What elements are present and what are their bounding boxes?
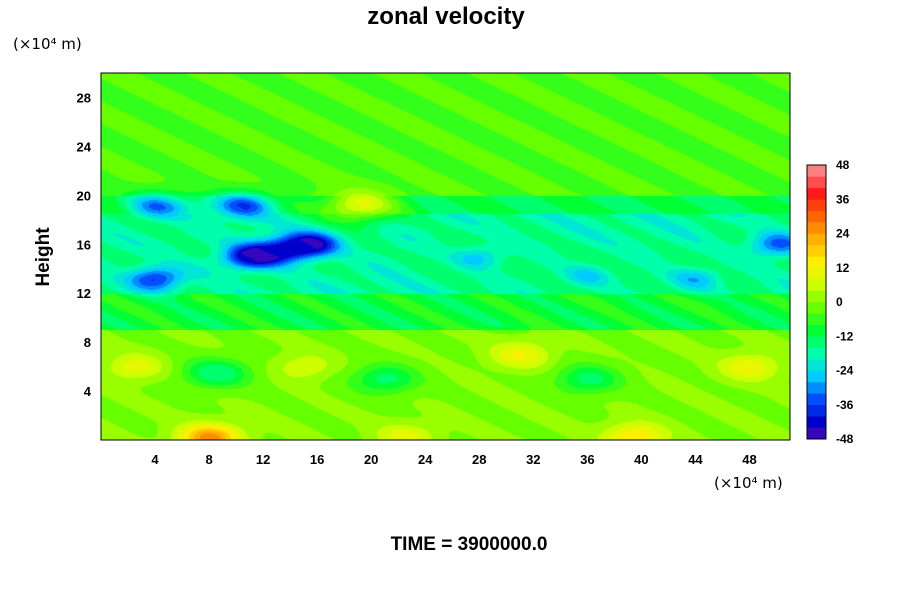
colorbar [806,164,827,440]
x-tick-label: 8 [205,452,212,467]
y-tick-label: 12 [77,286,91,301]
colorbar-segment [807,381,826,394]
colorbar-segment [807,279,826,291]
colorbar-segment [807,416,826,428]
plot-frame [100,72,791,441]
colorbar-segment [807,336,826,348]
colorbar-tick-label: 24 [836,227,850,241]
x-tick-label: 4 [151,452,159,467]
colorbar-segment [807,199,826,211]
colorbar-ticks: 48 36 24 12 0 -12 -24 -36 -48 [836,158,854,446]
x-tick-label: 28 [472,452,486,467]
colorbar-segment [807,313,826,326]
colorbar-segment [807,347,826,360]
colorbar-frame [806,164,827,440]
x-tick-label: 32 [526,452,540,467]
y-axis-unit: (×10⁴ m) [13,35,82,53]
x-tick-label: 40 [634,452,648,467]
colorbar-segment [807,393,826,406]
colorbar-segment [807,290,826,303]
y-tick-label: 28 [77,90,91,105]
colorbar-segment [807,233,826,246]
colorbar-segment [807,187,826,200]
colorbar-tick-label: 12 [836,261,850,275]
x-axis-unit: (×10⁴ m) [714,474,783,492]
colorbar-tick-label: 36 [836,192,850,206]
y-tick-label: 20 [77,188,91,203]
colorbar-tick-label: 48 [836,158,850,172]
colorbar-segment [807,427,826,440]
y-axis-ticks: 4 8 12 16 20 24 28 [77,90,92,399]
y-tick-label: 16 [77,237,91,252]
heatmap-plot-area [100,72,791,441]
y-tick-label: 8 [84,335,91,350]
colorbar-segment [807,324,826,337]
x-tick-label: 36 [580,452,594,467]
colorbar-tick-label: -24 [836,364,854,378]
colorbar-tick-label: 0 [836,295,843,309]
colorbar-segment [807,267,826,280]
colorbar-tick-label: -36 [836,398,854,412]
heatmap-field [101,73,790,440]
x-tick-label: 16 [310,452,324,467]
colorbar-segment [807,404,826,417]
colorbar-tick-label: -48 [836,432,854,446]
colorbar-segment [807,359,826,371]
colorbar-segment [807,176,826,189]
chart-title: zonal velocity [367,3,525,30]
colorbar-segment [807,256,826,269]
colorbar-segment [807,244,826,257]
colorbar-tick-label: -12 [836,329,854,343]
x-tick-label: 12 [256,452,270,467]
colorbar-segment [807,210,826,223]
x-tick-label: 24 [418,452,433,467]
colorbar-segment [807,165,826,177]
y-tick-label: 4 [84,384,92,399]
time-label: TIME = 3900000.0 [391,534,548,555]
y-axis-label: Height [33,227,54,287]
x-axis-ticks: 4 8 12 16 20 24 28 32 36 40 44 48 [151,452,756,467]
x-tick-label: 44 [688,452,703,467]
colorbar-segment [807,370,826,383]
colorbar-segment [807,222,826,234]
x-tick-label: 20 [364,452,378,467]
x-tick-label: 48 [742,452,756,467]
y-tick-label: 24 [77,139,92,154]
colorbar-segment [807,302,826,314]
